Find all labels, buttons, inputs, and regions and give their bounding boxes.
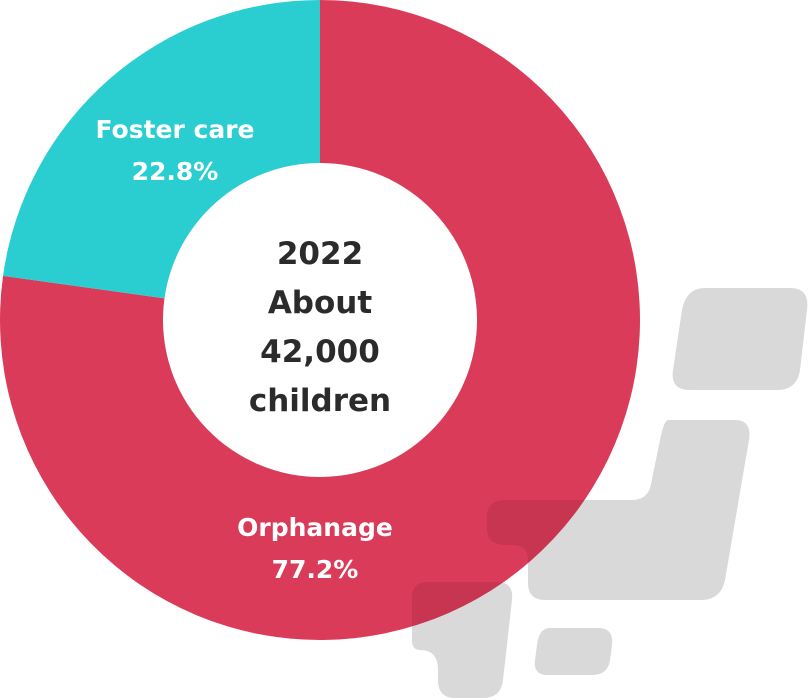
center-label-year: 2022: [277, 236, 363, 272]
slice-label-name: Foster care: [95, 115, 254, 144]
donut-slices: [0, 0, 640, 640]
slice-label-value: 22.8%: [132, 157, 219, 186]
slice-label-value: 77.2%: [272, 555, 359, 584]
japan-map-silhouette-icon: [412, 288, 808, 698]
slice-foster-care: [3, 0, 321, 299]
center-label-about: About: [268, 285, 373, 321]
slice-orphanage: [0, 0, 640, 640]
center-label-count: 42,000: [260, 334, 380, 370]
center-label-unit: children: [249, 383, 391, 419]
slice-label-name: Orphanage: [237, 513, 393, 542]
slice-labels: Orphanage 77.2% Foster care 22.8%: [95, 115, 392, 584]
center-label: 2022 About 42,000 children: [249, 236, 391, 419]
